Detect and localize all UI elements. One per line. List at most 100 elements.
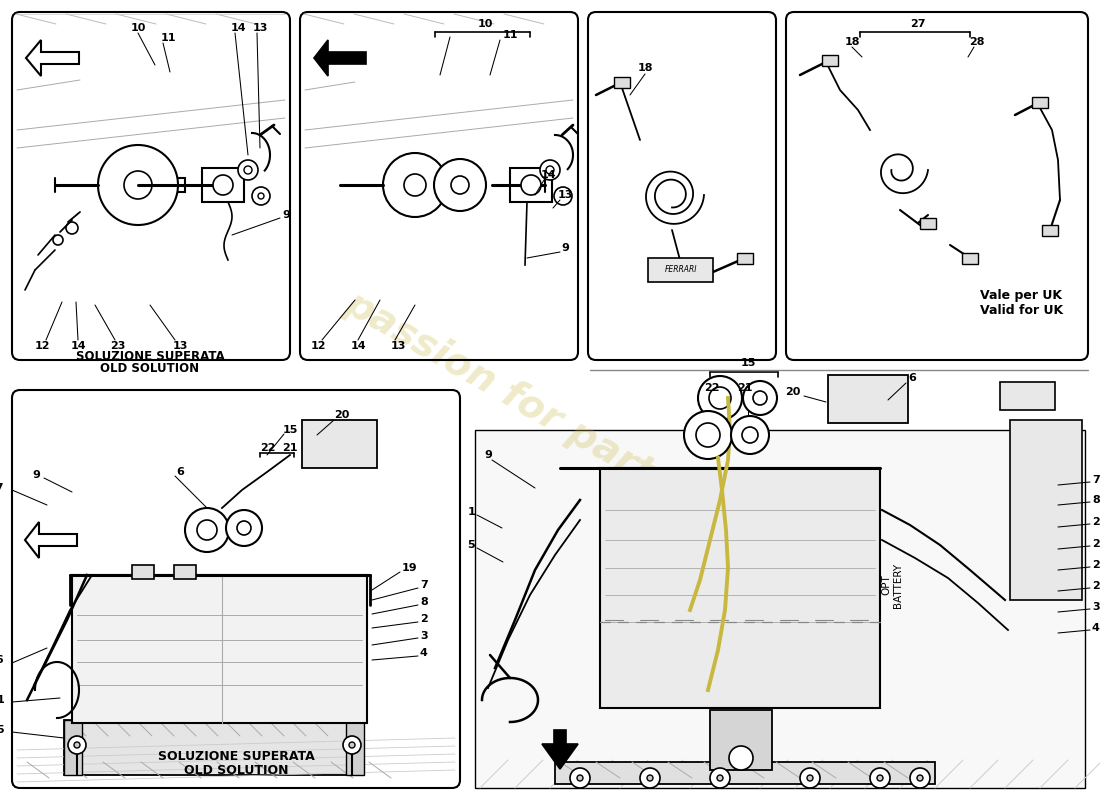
Circle shape <box>238 160 258 180</box>
Bar <box>1042 225 1058 236</box>
Text: 3: 3 <box>420 631 428 641</box>
Text: 10: 10 <box>477 19 493 29</box>
Text: 20: 20 <box>334 410 350 420</box>
Bar <box>828 375 907 423</box>
Circle shape <box>540 160 560 180</box>
Bar <box>64 720 82 775</box>
Circle shape <box>877 775 883 781</box>
Circle shape <box>807 775 813 781</box>
Text: 17: 17 <box>0 483 4 493</box>
Circle shape <box>578 775 583 781</box>
Text: 9: 9 <box>32 470 40 480</box>
Bar <box>600 468 880 708</box>
Text: 9: 9 <box>484 450 492 460</box>
Circle shape <box>68 736 86 754</box>
Text: OPT
BATTERY: OPT BATTERY <box>881 562 903 607</box>
Circle shape <box>732 416 769 454</box>
Text: 5: 5 <box>0 725 4 735</box>
Polygon shape <box>25 522 77 558</box>
Circle shape <box>729 746 754 770</box>
Bar <box>1032 97 1048 108</box>
Circle shape <box>74 742 80 748</box>
Text: 18: 18 <box>845 37 860 47</box>
Text: 15: 15 <box>740 358 756 368</box>
Circle shape <box>710 387 732 409</box>
Circle shape <box>258 193 264 199</box>
Bar <box>130 178 185 192</box>
Text: Vale per UK: Vale per UK <box>980 289 1062 302</box>
Text: SOLUZIONE SUPERATA: SOLUZIONE SUPERATA <box>157 750 315 762</box>
Text: 9: 9 <box>561 243 569 253</box>
Circle shape <box>349 742 355 748</box>
Text: 13: 13 <box>252 23 267 33</box>
Polygon shape <box>314 40 366 76</box>
Text: 26: 26 <box>1092 539 1100 549</box>
Bar <box>962 253 978 264</box>
Bar <box>648 258 713 282</box>
Circle shape <box>404 174 426 196</box>
Text: 14: 14 <box>540 170 556 180</box>
Text: 12: 12 <box>34 341 50 351</box>
Circle shape <box>434 159 486 211</box>
Bar <box>920 218 936 229</box>
Text: 19: 19 <box>402 563 418 573</box>
Text: 1: 1 <box>468 507 475 517</box>
Circle shape <box>647 775 653 781</box>
Circle shape <box>383 153 447 217</box>
Text: 10: 10 <box>130 23 145 33</box>
Bar <box>614 77 630 88</box>
Text: 4: 4 <box>1092 623 1100 633</box>
Bar <box>1010 420 1082 600</box>
Text: OLD SOLUTION: OLD SOLUTION <box>184 763 288 777</box>
Bar <box>72 575 367 723</box>
Text: 7: 7 <box>420 580 428 590</box>
Text: 21: 21 <box>737 383 752 393</box>
Text: 13: 13 <box>173 341 188 351</box>
Circle shape <box>546 166 554 174</box>
Circle shape <box>717 775 723 781</box>
Text: 22: 22 <box>261 443 276 453</box>
Bar <box>1000 382 1055 410</box>
Text: 11: 11 <box>161 33 176 43</box>
Text: 2: 2 <box>1092 581 1100 591</box>
Circle shape <box>226 510 262 546</box>
Text: 24: 24 <box>1092 560 1100 570</box>
Polygon shape <box>542 730 578 769</box>
Text: 25: 25 <box>1092 517 1100 527</box>
Bar <box>510 168 552 202</box>
Text: 28: 28 <box>969 37 984 47</box>
Text: 12: 12 <box>310 341 326 351</box>
Text: 22: 22 <box>704 383 719 393</box>
Text: 2: 2 <box>420 614 428 624</box>
Text: 15: 15 <box>283 425 298 435</box>
Text: 13: 13 <box>558 190 573 200</box>
Text: 9: 9 <box>282 210 290 220</box>
Text: FERRARI: FERRARI <box>664 266 697 274</box>
Bar <box>202 168 244 202</box>
Circle shape <box>710 768 730 788</box>
Circle shape <box>197 520 217 540</box>
Circle shape <box>640 768 660 788</box>
Circle shape <box>870 768 890 788</box>
Polygon shape <box>475 430 1085 788</box>
Text: 13: 13 <box>390 341 406 351</box>
Circle shape <box>98 145 178 225</box>
Bar <box>302 420 377 468</box>
Circle shape <box>754 391 767 405</box>
Circle shape <box>66 222 78 234</box>
Circle shape <box>800 768 820 788</box>
Bar <box>174 565 196 579</box>
Circle shape <box>124 171 152 199</box>
Text: OLD SOLUTION: OLD SOLUTION <box>100 362 199 374</box>
Text: 1: 1 <box>0 695 4 705</box>
Text: 14: 14 <box>350 341 366 351</box>
Circle shape <box>570 768 590 788</box>
Bar <box>737 253 754 264</box>
Circle shape <box>696 423 720 447</box>
Circle shape <box>244 166 252 174</box>
Circle shape <box>684 411 732 459</box>
Text: 27: 27 <box>911 19 926 29</box>
Text: 23: 23 <box>110 341 125 351</box>
Text: 18: 18 <box>637 63 652 73</box>
Bar <box>346 720 364 775</box>
